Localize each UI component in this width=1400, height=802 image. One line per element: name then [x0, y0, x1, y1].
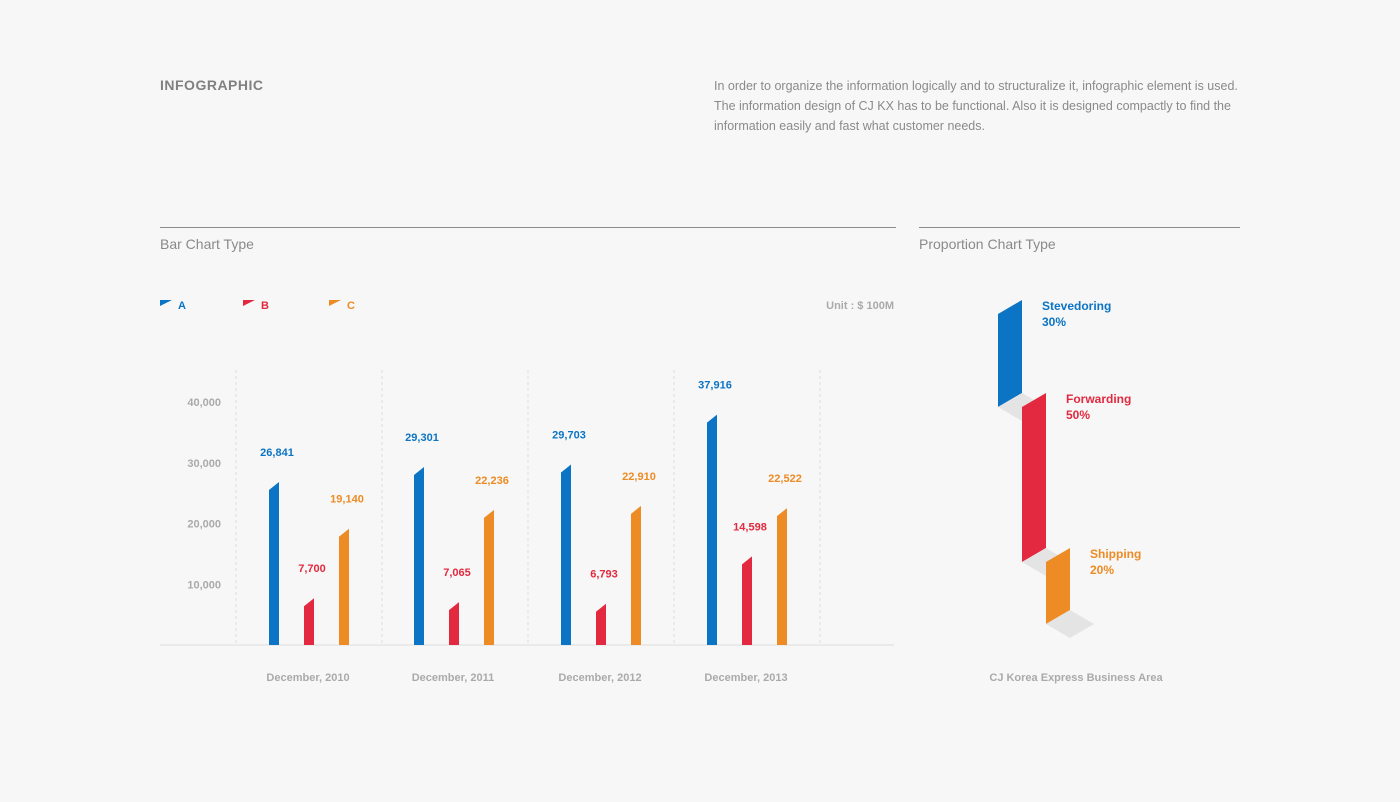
bar-a	[269, 481, 279, 645]
x-category-label: December, 2010	[266, 672, 349, 684]
data-label-a: 26,841	[260, 447, 294, 459]
x-category-label: December, 2011	[412, 672, 495, 684]
proportion-percent-forwarding: 50%	[1066, 408, 1090, 422]
proportion-percent-stevedoring: 30%	[1042, 315, 1066, 329]
bar-chart: A B C Unit : $ 100M 10,000 20,000 30,000 40,000…	[160, 300, 894, 684]
bar-a	[561, 464, 571, 645]
bar-c	[484, 509, 494, 645]
data-label-a: 29,301	[405, 432, 439, 444]
y-tick-label: 30,000	[187, 458, 221, 470]
proportion-step	[1022, 548, 1070, 576]
legend-swatch-a	[160, 300, 172, 306]
data-label-c: 22,910	[622, 471, 656, 483]
data-label-c: 22,522	[768, 473, 802, 485]
data-label-c: 19,140	[330, 494, 364, 506]
proportion-bar-forwarding	[1022, 393, 1046, 562]
bar-b	[596, 603, 606, 645]
data-label-b: 14,598	[733, 521, 767, 533]
proportion-caption: CJ Korea Express Business Area	[989, 672, 1163, 684]
data-label-b: 6,793	[590, 569, 618, 581]
proportion-bar-shipping	[1046, 548, 1070, 624]
bar-c	[631, 505, 641, 645]
proportion-step	[1046, 610, 1094, 638]
proportion-name-stevedoring: Stevedoring	[1042, 299, 1111, 313]
legend-label-c: C	[347, 300, 355, 312]
data-label-a: 37,916	[698, 380, 732, 392]
intro-paragraph: In order to organize the information log…	[714, 79, 1238, 133]
bar-b	[304, 598, 314, 645]
bar-b	[449, 602, 459, 645]
data-label-b: 7,065	[443, 567, 471, 579]
x-category-label: December, 2013	[704, 672, 787, 684]
proportion-step	[998, 393, 1046, 421]
x-category-label: December, 2012	[558, 672, 641, 684]
proportion-panel-divider	[919, 227, 1240, 228]
unit-label: Unit : $ 100M	[826, 300, 894, 312]
bar-c	[777, 508, 787, 645]
proportion-percent-shipping: 20%	[1090, 563, 1114, 577]
y-tick-label: 20,000	[187, 519, 221, 531]
data-label-a: 29,703	[552, 430, 586, 442]
bar-b	[742, 556, 752, 645]
section-title: INFOGRAPHIC	[160, 77, 264, 93]
proportion-chart-title: Proportion Chart Type	[919, 236, 1056, 252]
legend-label-a: A	[178, 300, 186, 312]
legend-label-b: B	[261, 300, 269, 312]
legend-swatch-c	[329, 300, 341, 306]
bar-panel-divider	[160, 227, 896, 228]
proportion-name-forwarding: Forwarding	[1066, 392, 1131, 406]
proportion-bar-stevedoring	[998, 300, 1022, 407]
bar-chart-title: Bar Chart Type	[160, 236, 254, 252]
legend-swatch-b	[243, 300, 255, 306]
bar-a	[414, 466, 424, 645]
data-label-b: 7,700	[298, 563, 326, 575]
bar-c	[339, 528, 349, 645]
y-tick-label: 40,000	[187, 397, 221, 409]
proportion-name-shipping: Shipping	[1090, 547, 1141, 561]
y-tick-label: 10,000	[187, 579, 221, 591]
bar-a	[707, 414, 717, 645]
data-label-c: 22,236	[475, 475, 509, 487]
